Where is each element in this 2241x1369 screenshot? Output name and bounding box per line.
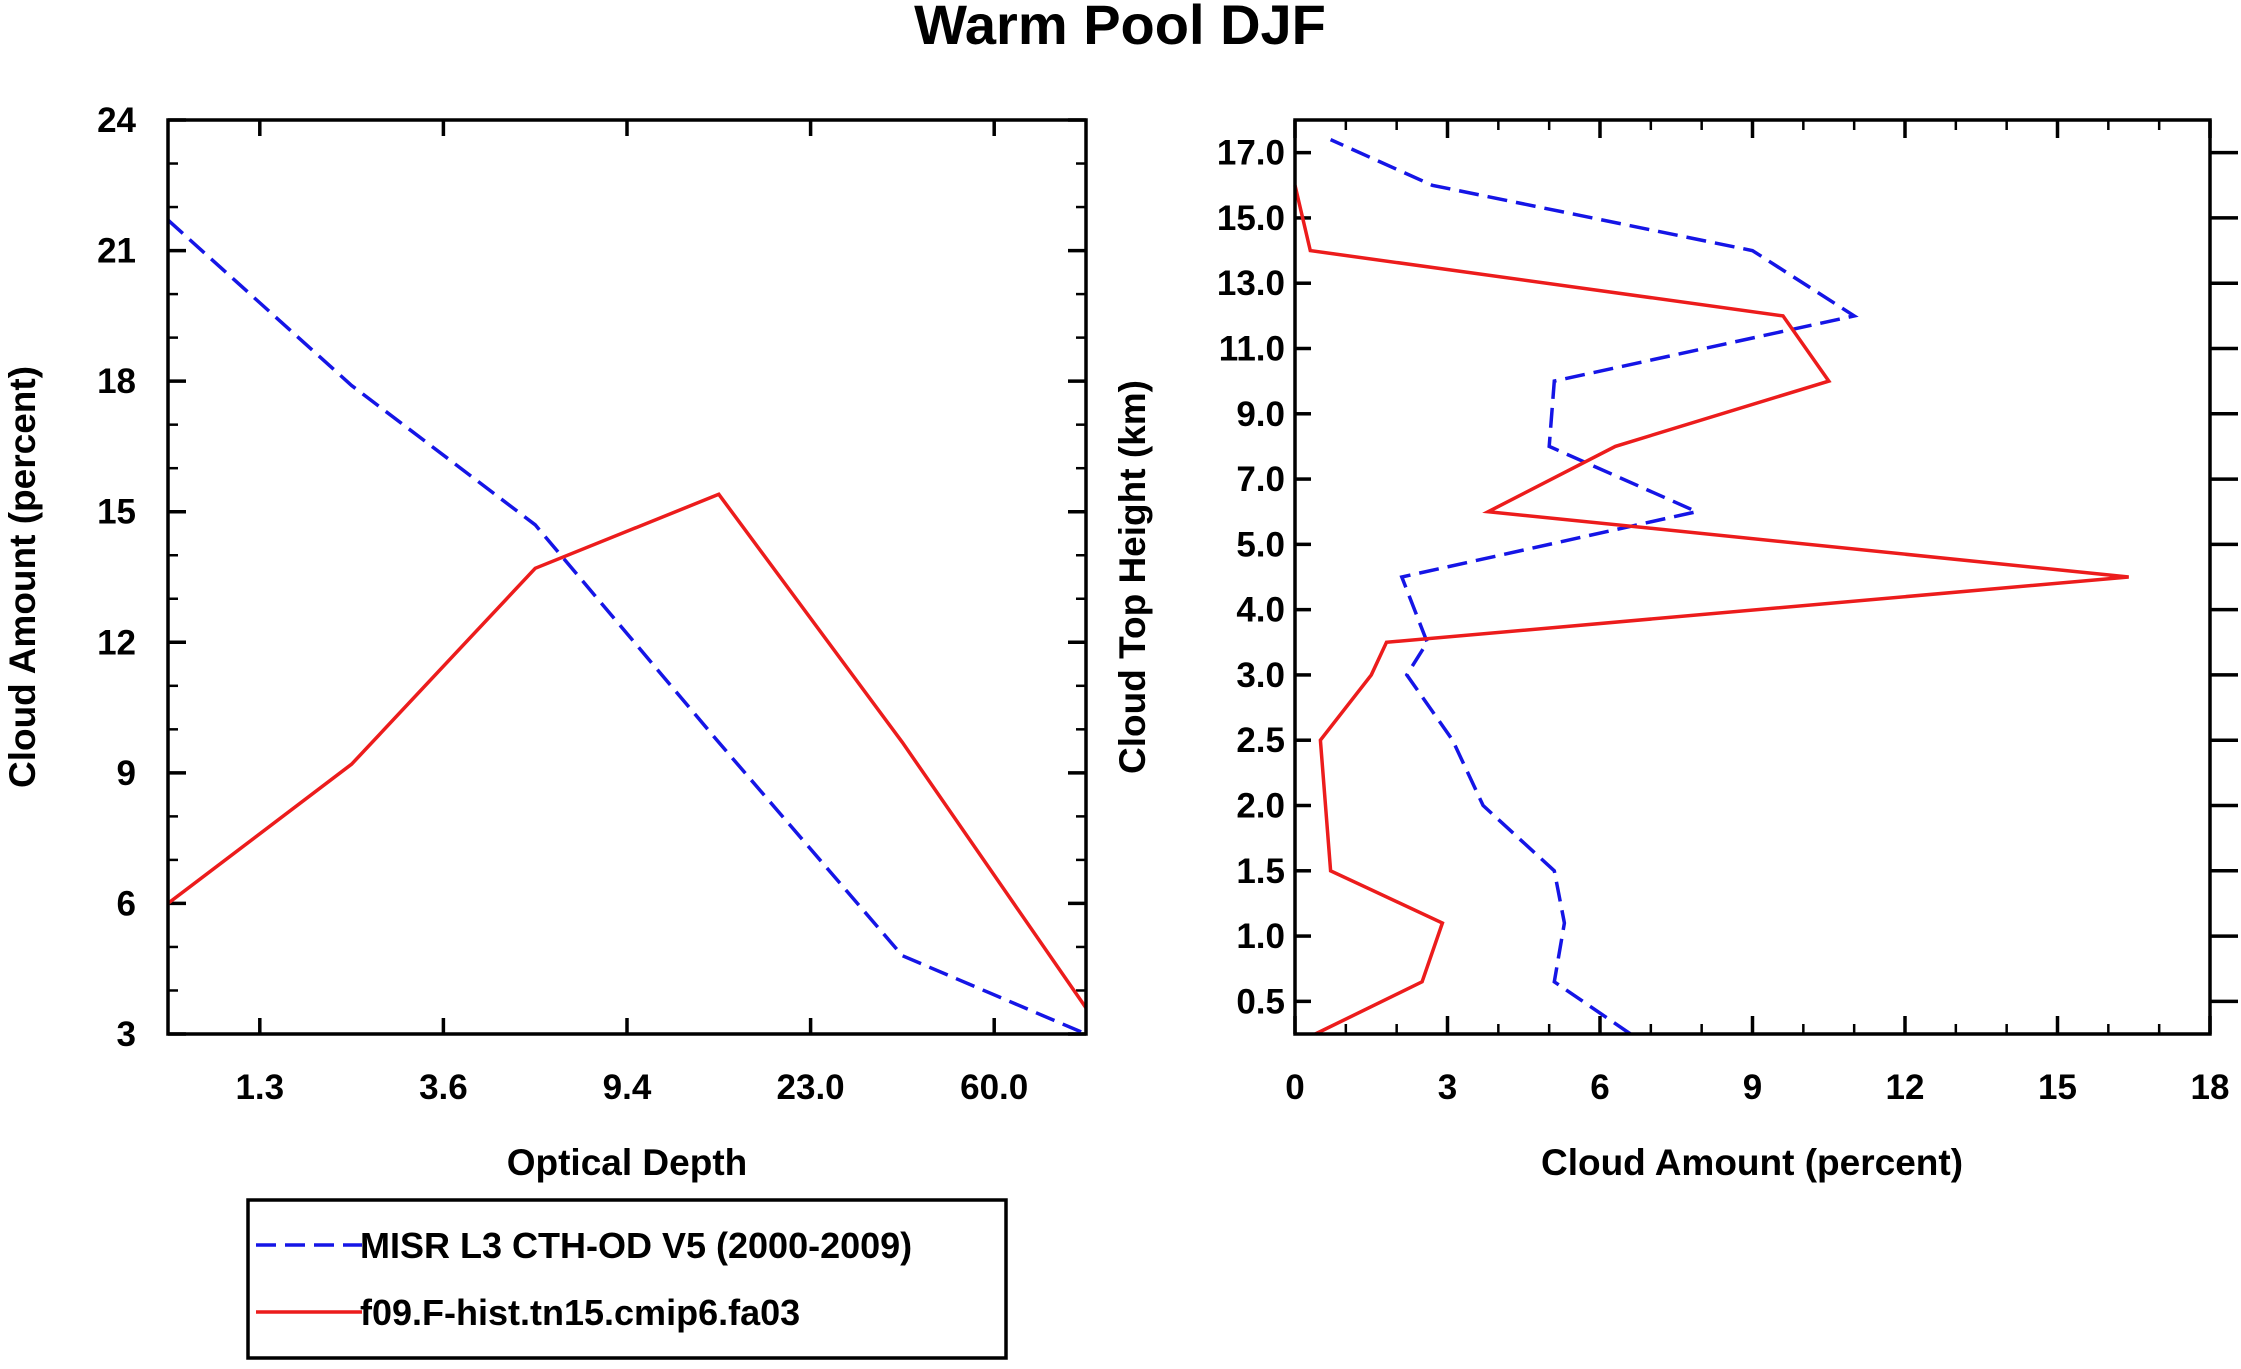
right-plot-frame [1293,118,2212,1036]
right-ytick-label: 15.0 [1217,199,1285,238]
left-xtick-label: 3.6 [419,1068,468,1107]
right-yaxis-label: Cloud Top Height (km) [1112,380,1153,774]
figure-title: Warm Pool DJF [914,0,1326,56]
legend-box [246,1198,1008,1360]
left-ytick-label: 12 [97,623,136,662]
left-xtick-label: 23.0 [777,1068,845,1107]
right-xtick-label: 3 [1438,1068,1457,1107]
legend-label-model: f09.F-hist.tn15.cmip6.fa03 [360,1292,800,1333]
right-plot: 0 3 6 9 12 15 18 0.5 1.0 1.5 2.0 2.5 3.0 4.0 5.0 7.0 9.0… [1112,118,2238,1183]
right-ytick-label: 3.0 [1236,656,1285,695]
legend-label-obs: MISR L3 CTH-OD V5 (2000-2009) [360,1225,912,1266]
right-ytick-label: 5.0 [1236,525,1285,564]
left-plot: 1.3 3.6 9.4 23.0 60.0 3 6 9 12 15 18 21 24 Optical D… [2,101,1088,1183]
right-xtick-label: 15 [2038,1068,2077,1107]
right-xtick-label: 6 [1590,1068,1609,1107]
legend: MISR L3 CTH-OD V5 (2000-2009) f09.F-hist… [246,1198,1008,1360]
right-ytick-label: 7.0 [1236,460,1285,499]
right-series-obs-line [1329,138,1859,1036]
left-ytick-label: 18 [97,362,136,401]
right-ytick-label: 2.0 [1236,787,1285,826]
left-xtick-label: 1.3 [235,1068,284,1107]
right-ytick-label: 1.0 [1236,917,1285,956]
left-plot-frame [166,118,1088,1036]
left-xtick-label: 9.4 [603,1068,652,1107]
left-xaxis-label: Optical Depth [507,1142,748,1183]
right-ytick-label: 13.0 [1217,264,1285,303]
right-xtick-label: 12 [1886,1068,1925,1107]
left-ytick-label: 9 [117,754,136,793]
right-xaxis-label: Cloud Amount (percent) [1541,1142,1963,1183]
left-ytick-label: 6 [117,884,136,923]
right-xtick-label: 18 [2191,1068,2230,1107]
right-ytick-label: 0.5 [1236,982,1285,1021]
right-ytick-label: 4.0 [1236,591,1285,630]
left-series-obs-line [166,218,1087,1036]
left-ytick-label: 24 [97,101,136,140]
right-series-model-line [1293,184,2129,1036]
right-xtick-label: 0 [1285,1068,1304,1107]
right-ytick-label: 9.0 [1236,395,1285,434]
left-ytick-label: 3 [117,1015,136,1054]
right-ytick-label: 1.5 [1236,852,1285,891]
right-ytick-label: 17.0 [1217,134,1285,173]
right-xtick-label: 9 [1743,1068,1762,1107]
right-ytick-label: 2.5 [1236,721,1285,760]
left-yaxis-label: Cloud Amount (percent) [2,366,43,788]
left-ytick-label: 15 [97,493,136,532]
left-ytick-label: 21 [97,232,136,271]
left-series-model-line [166,492,1088,1009]
right-ytick-label: 11.0 [1219,330,1285,369]
left-xtick-label: 60.0 [960,1068,1028,1107]
